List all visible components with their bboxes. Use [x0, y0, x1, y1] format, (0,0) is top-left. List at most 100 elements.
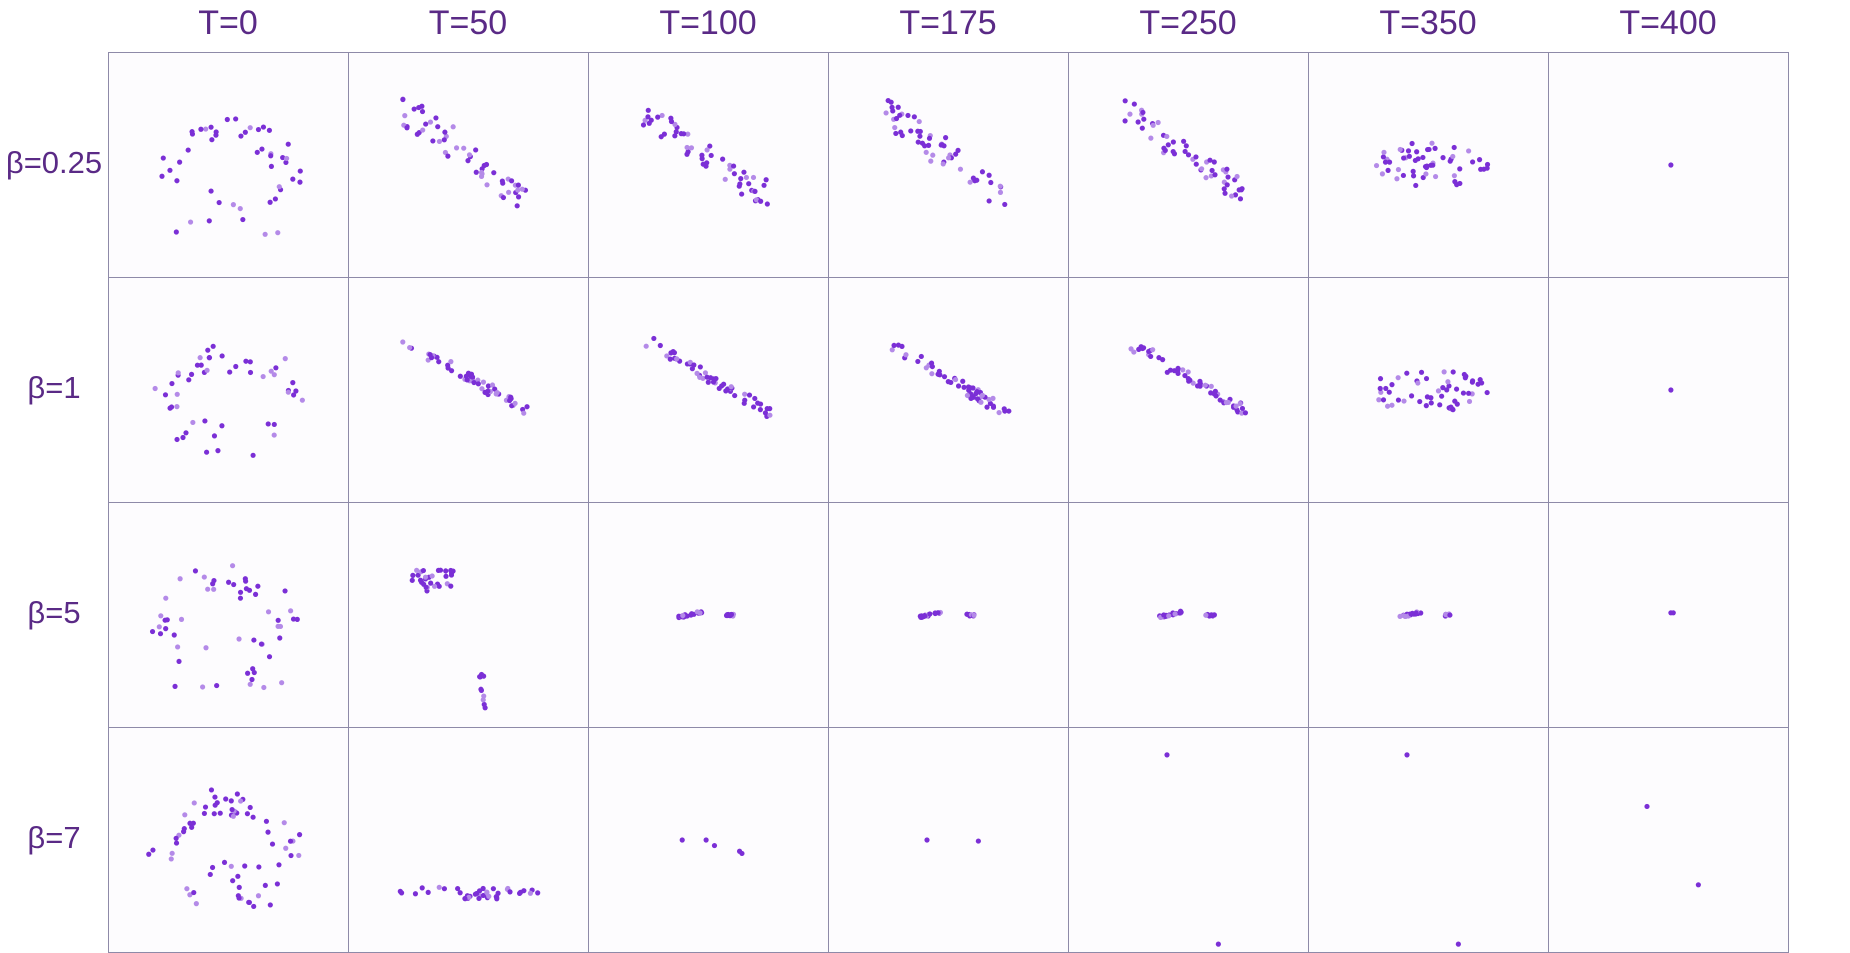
scatter-plot	[889, 342, 1012, 416]
data-point	[174, 404, 180, 410]
data-point	[757, 407, 763, 413]
data-point	[230, 878, 236, 884]
data-point	[1466, 390, 1472, 396]
data-point	[436, 884, 442, 890]
data-point	[1141, 116, 1147, 122]
data-point	[441, 886, 447, 892]
data-point	[414, 567, 420, 573]
data-point	[700, 161, 706, 167]
data-point	[250, 452, 256, 458]
data-point	[480, 379, 487, 385]
data-point	[903, 352, 909, 358]
scatter-plot	[640, 107, 770, 207]
data-point	[688, 612, 694, 618]
data-point	[436, 138, 443, 144]
data-point	[684, 151, 690, 157]
data-point	[1476, 157, 1483, 163]
data-point	[255, 126, 262, 133]
data-point	[1428, 395, 1434, 401]
data-point	[254, 149, 260, 155]
data-point	[742, 391, 748, 397]
scatter-plot	[149, 563, 300, 691]
data-point	[206, 218, 212, 224]
data-point	[279, 680, 285, 686]
data-point	[996, 410, 1002, 416]
data-point	[419, 579, 425, 585]
data-point	[1376, 397, 1382, 403]
data-point	[1193, 154, 1199, 160]
data-point	[905, 112, 911, 119]
data-point	[206, 355, 212, 361]
data-point	[267, 199, 273, 205]
scatter-panel	[1548, 727, 1789, 953]
data-point	[215, 448, 221, 454]
data-point	[1385, 167, 1391, 173]
data-point	[928, 158, 934, 164]
data-point	[419, 885, 425, 891]
data-point	[1377, 376, 1384, 382]
data-point	[1380, 154, 1386, 160]
data-point	[178, 616, 185, 622]
data-point	[732, 392, 738, 399]
column-label: T=100	[659, 4, 757, 42]
data-point	[1466, 148, 1472, 154]
data-point	[478, 686, 484, 692]
data-point	[187, 892, 193, 898]
data-point	[741, 169, 747, 175]
data-point	[1232, 192, 1239, 198]
data-point	[703, 837, 709, 843]
data-point	[157, 631, 164, 637]
data-point	[297, 168, 303, 174]
data-point	[659, 112, 665, 119]
data-point	[691, 362, 697, 368]
data-point	[194, 362, 201, 368]
scatter-plot	[1404, 752, 1461, 947]
data-point	[1414, 149, 1420, 155]
data-point	[926, 135, 933, 141]
data-point	[1175, 365, 1181, 371]
scatter-plot	[409, 567, 488, 711]
data-point	[247, 359, 253, 365]
data-point	[233, 116, 239, 122]
scatter-panel	[108, 502, 349, 728]
data-point	[428, 355, 435, 361]
data-point	[265, 609, 272, 615]
data-point	[251, 903, 257, 909]
data-point	[922, 613, 928, 619]
data-point	[193, 901, 199, 907]
data-point	[441, 137, 447, 143]
data-point	[247, 681, 253, 687]
data-point	[655, 114, 661, 120]
scatter-panel	[1548, 52, 1789, 278]
data-point	[1221, 186, 1227, 192]
data-point	[967, 179, 973, 185]
data-point	[893, 130, 899, 137]
row-label: β=0.25	[5, 144, 103, 180]
data-point	[1379, 171, 1385, 177]
data-point	[290, 176, 296, 182]
data-point	[490, 886, 496, 892]
data-point	[1217, 397, 1223, 403]
data-point	[212, 794, 218, 800]
data-point	[181, 826, 187, 832]
data-point	[1401, 398, 1407, 404]
data-point	[657, 342, 663, 349]
data-point	[445, 153, 451, 159]
data-point	[172, 683, 178, 689]
data-point	[416, 104, 422, 111]
data-point	[197, 355, 203, 361]
data-point	[1212, 172, 1218, 178]
data-point	[290, 380, 296, 386]
data-point	[1405, 148, 1412, 154]
data-point	[1386, 159, 1393, 165]
data-point	[1435, 388, 1442, 394]
scatter-plot	[1122, 98, 1245, 202]
data-point	[1397, 613, 1403, 619]
data-point	[283, 845, 289, 851]
data-point	[500, 194, 507, 201]
data-point	[917, 133, 923, 139]
data-point	[1165, 142, 1171, 148]
data-point	[1452, 398, 1458, 404]
data-point	[210, 343, 216, 349]
data-point	[1006, 408, 1012, 414]
